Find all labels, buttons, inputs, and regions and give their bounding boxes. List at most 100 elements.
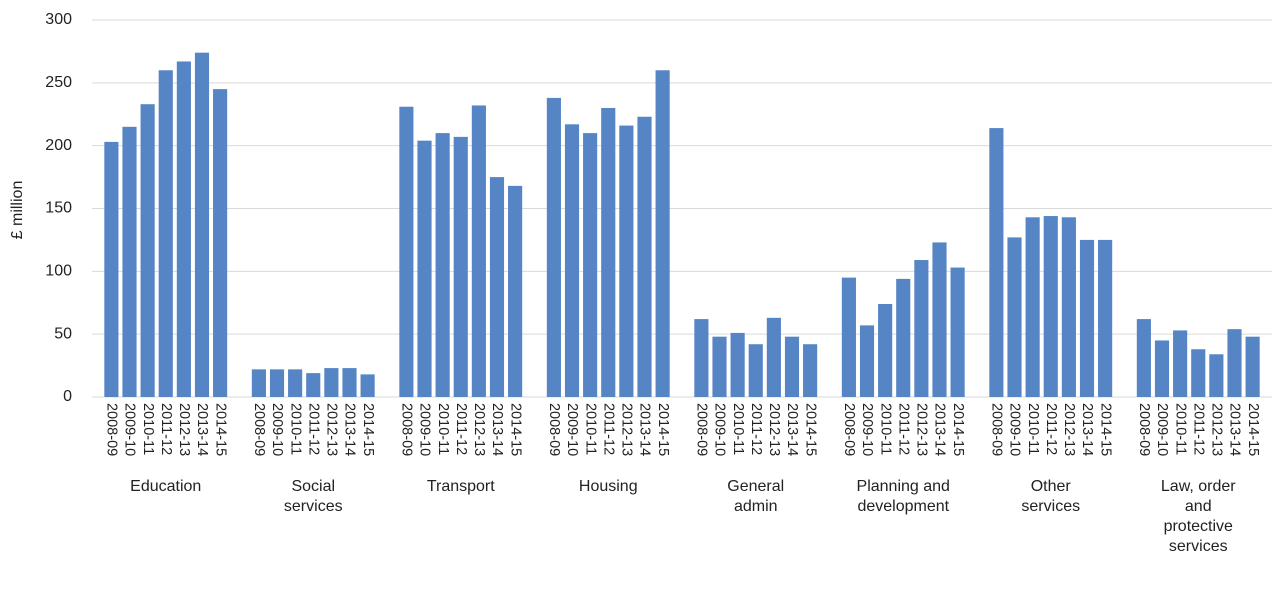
x-tick-label: 2013-14: [194, 403, 210, 456]
group-label-line: services: [1021, 498, 1080, 515]
x-tick-label: 2008-09: [989, 403, 1005, 456]
x-tick-label: 2013-14: [342, 403, 358, 456]
x-tick-label: 2011-12: [895, 403, 911, 455]
y-tick-label: 50: [54, 325, 72, 342]
x-tick-label: 2014-15: [360, 403, 376, 456]
bar: [583, 133, 598, 397]
group-label: Housing: [579, 478, 638, 495]
x-tick-label: 2010-11: [582, 403, 598, 455]
x-tick-label: 2014-15: [1245, 403, 1261, 456]
y-axis-label: £ million: [9, 181, 26, 240]
x-tick-label: 2010-11: [730, 403, 746, 455]
x-tick-label: 2010-11: [877, 403, 893, 455]
x-tick-label: 2009-10: [122, 403, 138, 456]
x-tick-label: 2011-12: [748, 403, 764, 455]
bar: [1154, 340, 1170, 397]
group-label-line: services: [284, 498, 343, 515]
bar: [1173, 330, 1188, 397]
y-tick-label: 300: [45, 11, 72, 28]
x-tick-label: 2011-12: [1190, 403, 1206, 455]
x-tick-label: 2012-13: [914, 403, 930, 456]
bar: [637, 116, 652, 397]
bar: [841, 277, 856, 397]
bar: [251, 369, 266, 397]
bar: [748, 344, 763, 397]
bar: [784, 336, 800, 397]
bar: [306, 373, 321, 397]
x-tick-label: 2008-09: [104, 403, 120, 456]
bar: [471, 105, 486, 397]
bar: [324, 368, 339, 397]
bar: [1079, 239, 1095, 397]
x-tick-label: 2009-10: [564, 403, 580, 456]
bar: [1209, 354, 1224, 397]
group-label: General admin: [727, 478, 784, 515]
x-tick-label: 2009-10: [712, 403, 728, 456]
bar: [213, 89, 228, 397]
bar: [803, 344, 818, 397]
bar: [878, 304, 893, 397]
bar: [399, 106, 414, 398]
bar: [342, 368, 357, 397]
y-tick-label: 200: [45, 137, 72, 154]
group-label: Planning and development: [857, 478, 950, 515]
y-tick-label: 0: [63, 388, 72, 405]
bar: [288, 369, 303, 397]
x-tick-label: 2009-10: [269, 403, 285, 456]
x-tick-label: 2011-12: [1043, 403, 1059, 455]
x-tick-label: 2010-11: [1172, 403, 1188, 455]
x-tick-label: 2008-09: [251, 403, 267, 456]
bar: [546, 97, 561, 397]
y-tick-label: 100: [45, 263, 72, 280]
group-label-line: Housing: [579, 478, 638, 495]
x-tick-label: 2012-13: [619, 403, 635, 456]
bar: [914, 260, 929, 397]
x-tick-label: 2011-12: [305, 403, 321, 455]
group-label: Education: [130, 478, 201, 495]
x-tick-label: 2013-14: [489, 403, 505, 456]
x-tick-label: 2013-14: [932, 403, 948, 456]
x-tick-label: 2012-13: [1209, 403, 1225, 456]
x-tick-label: 2008-09: [399, 403, 415, 456]
group-label-line: Education: [130, 478, 201, 495]
bar: [489, 177, 505, 397]
group-label-line: Other: [1031, 478, 1072, 495]
bar: [730, 332, 745, 397]
group-label-line: Social: [291, 478, 335, 495]
x-tick-label: 2008-09: [694, 403, 710, 456]
x-tick-label: 2009-10: [1007, 403, 1023, 456]
bar: [1007, 237, 1022, 397]
group-label-line: admin: [734, 498, 778, 515]
bar: [950, 267, 965, 397]
x-tick-label: 2013-14: [1227, 403, 1243, 456]
x-tick-label: 2014-15: [507, 403, 523, 456]
x-tick-label: 2012-13: [324, 403, 340, 456]
group-label-line: development: [857, 498, 949, 515]
x-tick-label: 2011-12: [600, 403, 616, 455]
group-label: Law, order and protective services: [1161, 478, 1236, 555]
bar: [655, 70, 670, 398]
x-tick-label: 2014-15: [950, 403, 966, 456]
x-tick-label: 2012-13: [471, 403, 487, 456]
x-tick-label: 2008-09: [841, 403, 857, 456]
group-label-line: services: [1169, 538, 1228, 555]
group-label-line: protective: [1164, 518, 1233, 535]
group-label: Other services: [1021, 478, 1080, 515]
bar: [932, 242, 947, 397]
x-tick-label: 2012-13: [176, 403, 192, 456]
x-tick-label: 2008-09: [546, 403, 562, 456]
bar: [1043, 216, 1058, 397]
bar: [712, 336, 727, 397]
bar: [1061, 217, 1076, 397]
bar: [158, 70, 173, 398]
bar: [859, 325, 875, 397]
x-tick-label: 2010-11: [435, 403, 451, 455]
y-tick-label: 150: [45, 200, 72, 217]
bar: [1191, 349, 1206, 397]
x-tick-label: 2014-15: [212, 403, 228, 456]
x-tick-label: 2013-14: [784, 403, 800, 456]
x-tick-label: 2012-13: [766, 403, 782, 456]
group-label-line: and: [1185, 498, 1212, 515]
x-tick-label: 2012-13: [1061, 403, 1077, 456]
x-tick-label: 2011-12: [158, 403, 174, 455]
